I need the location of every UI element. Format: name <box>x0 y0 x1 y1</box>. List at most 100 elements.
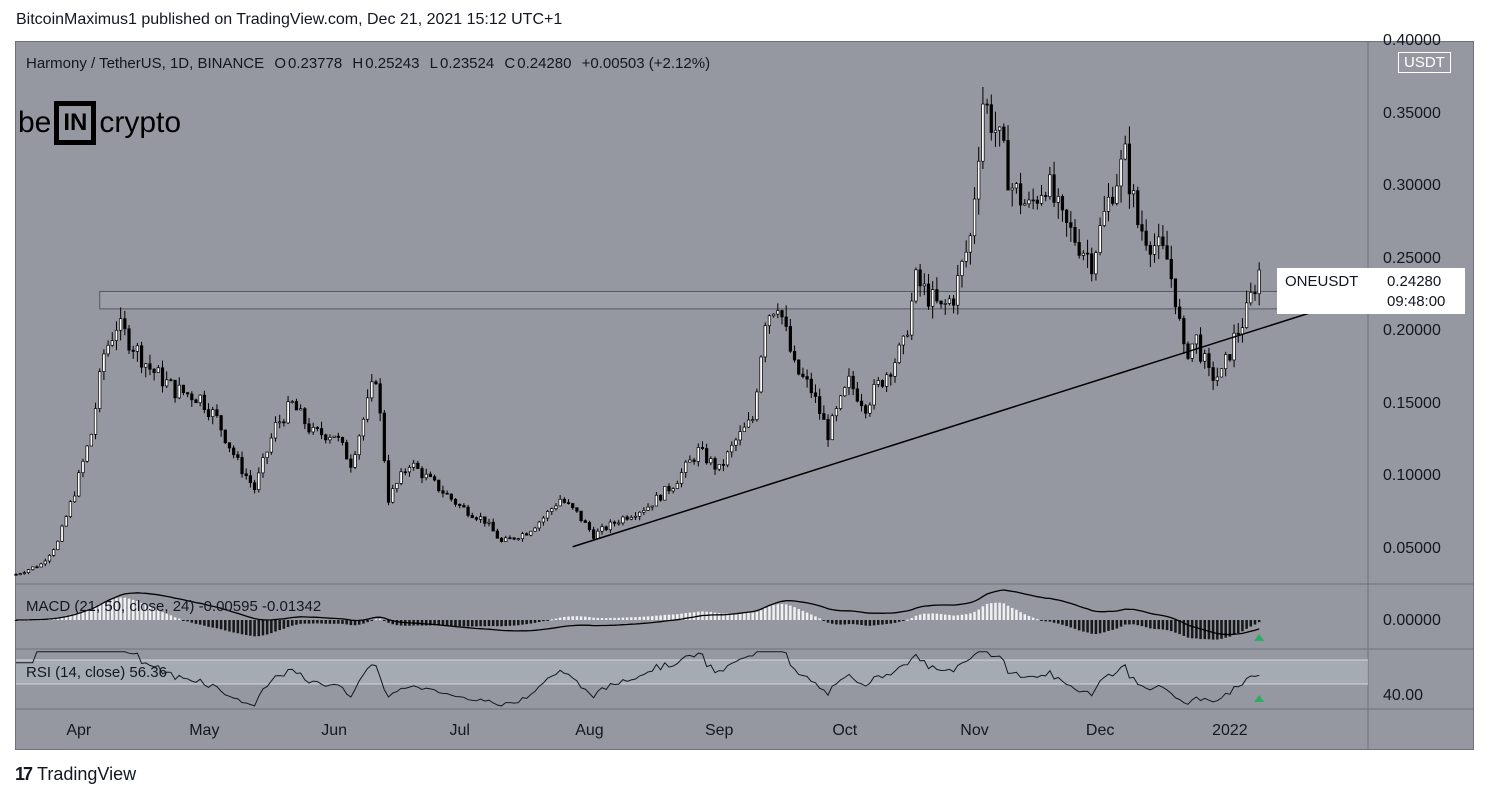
candle-body <box>499 537 504 542</box>
low-value: 0.23524 <box>439 55 495 72</box>
macd-label[interactable]: MACD (21, 50, close, 24) <box>26 598 195 615</box>
candle-body <box>730 444 734 453</box>
candle-body <box>1253 292 1257 295</box>
macd-histogram-bar <box>332 620 336 624</box>
macd-histogram-bar <box>596 617 600 620</box>
candle-body <box>68 501 73 517</box>
macd-value-1: -0.00595 <box>198 598 258 615</box>
candle-body <box>885 374 889 387</box>
candle-body <box>1232 332 1236 361</box>
candle-body <box>516 538 520 541</box>
macd-histogram-bar <box>680 613 683 620</box>
candle-body <box>1048 174 1052 197</box>
candle-body <box>834 408 839 417</box>
macd-histogram-bar <box>1128 620 1131 625</box>
candle-body <box>72 495 77 503</box>
macd-histogram-bar <box>776 604 780 620</box>
candle-body <box>1240 327 1245 335</box>
macd-histogram-bar <box>136 600 139 620</box>
candle-body <box>558 498 562 507</box>
candle-body <box>123 318 127 330</box>
macd-histogram-bar <box>563 617 566 620</box>
macd-histogram-bar <box>860 620 863 626</box>
candle-body <box>537 521 541 529</box>
candle-body <box>1098 225 1102 253</box>
macd-histogram-bar <box>885 620 888 625</box>
candle-body <box>922 283 926 287</box>
candle-body <box>910 300 914 336</box>
candle-body <box>1073 227 1077 243</box>
candle-body <box>1006 140 1010 191</box>
macd-histogram-bar <box>69 614 72 620</box>
macd-histogram-bar <box>914 615 918 620</box>
candle-body <box>772 313 776 317</box>
macd-histogram-bar <box>1115 620 1119 629</box>
macd-histogram-bar <box>881 620 884 625</box>
macd-line <box>16 589 1260 636</box>
candle-body <box>26 569 31 573</box>
macd-bullish-marker <box>1254 634 1265 641</box>
candle-body <box>1203 353 1207 362</box>
candle-body <box>893 362 897 377</box>
macd-histogram-bar <box>1006 605 1010 620</box>
macd-histogram-bar <box>529 620 533 624</box>
candle-body <box>110 340 114 346</box>
candle-body <box>583 520 587 523</box>
candle-body <box>382 412 386 462</box>
macd-histogram-bar <box>818 618 821 620</box>
macd-histogram-bar <box>194 620 198 624</box>
macd-histogram-bar <box>1044 620 1047 622</box>
candle-body <box>813 392 818 397</box>
candle-body <box>1060 196 1065 211</box>
macd-histogram-bar <box>106 600 110 620</box>
macd-histogram-bar <box>207 620 210 627</box>
candle-body <box>1018 183 1023 206</box>
candle-body <box>918 269 922 287</box>
macd-histogram-bar <box>437 620 441 626</box>
macd-histogram-bar <box>1186 620 1190 638</box>
candle-body <box>692 459 696 462</box>
macd-histogram-bar <box>1190 620 1194 639</box>
candle-body <box>792 350 797 361</box>
candle-body <box>600 526 604 532</box>
candle-body <box>18 573 22 575</box>
candle-body <box>1219 368 1224 378</box>
currency-badge[interactable]: USDT <box>1398 52 1451 73</box>
macd-histogram-bar <box>784 604 788 620</box>
candle-body <box>838 395 843 409</box>
macd-histogram-bar <box>558 617 562 620</box>
candle-body <box>612 521 617 524</box>
candle-body <box>1031 199 1035 202</box>
macd-histogram-bar <box>253 620 256 637</box>
macd-histogram-bar <box>496 620 499 627</box>
macd-histogram-bar <box>274 620 277 632</box>
candle-body <box>139 345 144 368</box>
candle-body <box>378 383 382 414</box>
macd-histogram-bar <box>709 611 713 620</box>
candle-body <box>964 251 968 262</box>
candle-body <box>269 437 273 453</box>
macd-histogram-bar <box>60 616 64 620</box>
macd-histogram-bar <box>1157 620 1160 630</box>
macd-histogram-bar <box>1065 620 1068 627</box>
candle-body <box>391 488 395 503</box>
candle-body <box>1182 318 1186 345</box>
macd-histogram-bar <box>994 602 997 620</box>
macd-histogram-bar <box>960 614 964 620</box>
macd-histogram-bar <box>211 620 214 628</box>
candle-body <box>114 329 119 341</box>
open-value: 0.23778 <box>287 55 343 72</box>
macd-histogram-bar <box>165 613 168 620</box>
macd-histogram-bar <box>316 620 319 624</box>
macd-histogram-bar <box>374 619 378 621</box>
candle-body <box>1002 126 1006 141</box>
symbol-pair[interactable]: Harmony / TetherUS, 1D, BINANCE <box>26 55 265 72</box>
time-tick-label: Aug <box>575 722 604 739</box>
macd-histogram-bar <box>1182 620 1186 636</box>
candle-body <box>972 198 977 237</box>
rsi-label[interactable]: RSI (14, close) <box>26 664 126 681</box>
candle-body <box>968 235 972 253</box>
macd-histogram-bar <box>780 604 784 620</box>
macd-histogram-bar <box>123 597 127 620</box>
